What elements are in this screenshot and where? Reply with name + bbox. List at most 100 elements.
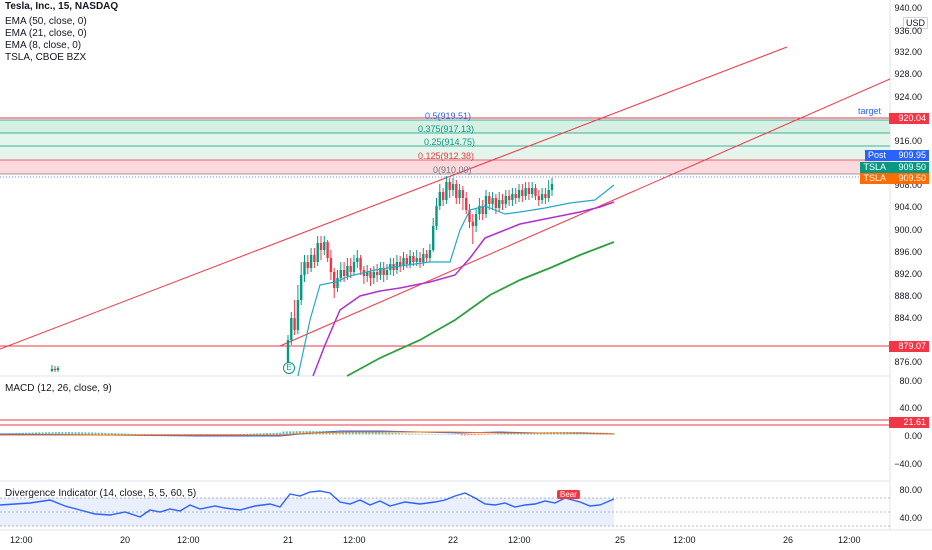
time-tick: 12:00 — [838, 535, 861, 545]
macd-bar — [279, 432, 282, 435]
support-price-badge: 879.07 — [889, 341, 929, 352]
macd-bar — [361, 431, 364, 435]
candle-body — [550, 184, 554, 190]
macd-legend[interactable]: MACD (12, 26, close, 9) — [5, 383, 112, 394]
macd-bar — [368, 432, 371, 435]
candle-body — [465, 198, 468, 210]
candle-body — [547, 190, 550, 198]
candle-body — [514, 194, 517, 198]
fib-zone-0.25-0.125 — [0, 146, 890, 160]
time-tick: 25 — [615, 535, 626, 545]
candle-body — [448, 182, 451, 190]
compare-legend[interactable]: TSLA, CBOE BZX — [5, 52, 87, 63]
candle-body — [372, 272, 375, 278]
macd-bar — [351, 431, 354, 435]
candle-body — [339, 270, 342, 278]
macd-bar — [338, 431, 341, 435]
rsi-band — [0, 498, 614, 526]
macd-bar — [450, 433, 453, 435]
candle-body — [309, 255, 313, 268]
candle-body — [455, 184, 458, 198]
earnings-marker[interactable]: E — [283, 362, 295, 374]
candle-body — [471, 222, 474, 226]
candle-body — [491, 198, 494, 204]
macd-bar — [91, 432, 94, 435]
price-tick: 904.00 — [894, 202, 922, 212]
macd-tick: −40.00 — [894, 459, 922, 469]
candle-body — [507, 196, 511, 200]
candle-body — [326, 242, 329, 258]
macd-bar — [84, 432, 87, 435]
macd-bar — [81, 432, 84, 435]
candle-body — [428, 250, 432, 258]
candle-body — [501, 200, 504, 204]
candle-body — [517, 190, 521, 198]
candle-body — [352, 262, 356, 272]
rsi-tick: 80.00 — [899, 485, 922, 495]
macd-bar — [110, 433, 113, 435]
macd-bar — [262, 433, 265, 435]
macd-bar — [114, 433, 117, 435]
price-tick: 928.00 — [894, 69, 922, 79]
macd-bar — [275, 432, 278, 435]
macd-bar — [282, 431, 285, 435]
ema21-legend[interactable]: EMA (21, close, 0) — [5, 28, 87, 39]
macd-bar — [378, 432, 381, 435]
candle-body — [286, 340, 290, 372]
macd-bar — [272, 432, 275, 435]
macd-bar — [355, 431, 358, 435]
divergence-legend[interactable]: Divergence Indicator (14, close, 5, 5, 6… — [5, 488, 197, 499]
macd-bar — [341, 431, 344, 435]
macd-bar — [127, 433, 130, 435]
macd-bar — [94, 432, 97, 435]
macd-bar — [523, 432, 526, 435]
macd-bar — [134, 433, 136, 435]
price-tick: 940.00 — [894, 3, 922, 13]
candle-body — [319, 243, 323, 250]
rsi-line — [0, 490, 615, 518]
macd-bar — [444, 433, 447, 435]
ema8-legend[interactable]: EMA (8, close, 0) — [5, 40, 82, 51]
candle-body — [544, 194, 547, 198]
macd-bar — [233, 434, 235, 435]
candle-body — [408, 256, 412, 264]
macd-bar — [374, 432, 377, 435]
macd-bar — [464, 434, 466, 436]
macd-bar — [358, 431, 361, 435]
ema50-line — [346, 241, 615, 377]
macd-bar — [401, 433, 404, 435]
post-market-label: Post — [864, 150, 889, 161]
macd-bar — [120, 433, 123, 435]
chart-title: Tesla, Inc., 15, NASDAQ — [5, 1, 119, 12]
rsi-tick: 40.00 — [899, 513, 922, 523]
time-tick: 21 — [283, 535, 294, 545]
macd-bar — [490, 434, 493, 435]
macd-tick: 0.00 — [904, 431, 922, 441]
macd-bar — [302, 431, 305, 435]
macd-bar — [421, 433, 424, 435]
macd-bar — [470, 434, 473, 436]
currency-label[interactable]: USD — [902, 17, 928, 29]
macd-bar — [246, 433, 249, 435]
macd-bar — [299, 431, 301, 435]
price-tick: 916.00 — [894, 136, 922, 146]
macd-bar — [101, 432, 103, 435]
ema50-legend[interactable]: EMA (50, close, 0) — [5, 16, 87, 27]
candle-body — [435, 206, 438, 226]
macd-bar — [493, 433, 496, 435]
tsla-compare-label: TSLA — [860, 162, 889, 173]
candle-body — [293, 318, 296, 330]
candle-body — [375, 272, 379, 275]
macd-bar — [61, 432, 64, 435]
macd-bar — [74, 432, 77, 435]
macd-bar — [411, 433, 414, 435]
price-tick: 888.00 — [894, 291, 922, 301]
macd-bar — [77, 432, 80, 435]
candle-body — [537, 196, 540, 200]
candle-body — [385, 270, 389, 275]
candle-body — [316, 243, 319, 262]
macd-bar — [21, 432, 24, 435]
macd-bar — [107, 432, 110, 435]
macd-bar — [381, 432, 384, 435]
